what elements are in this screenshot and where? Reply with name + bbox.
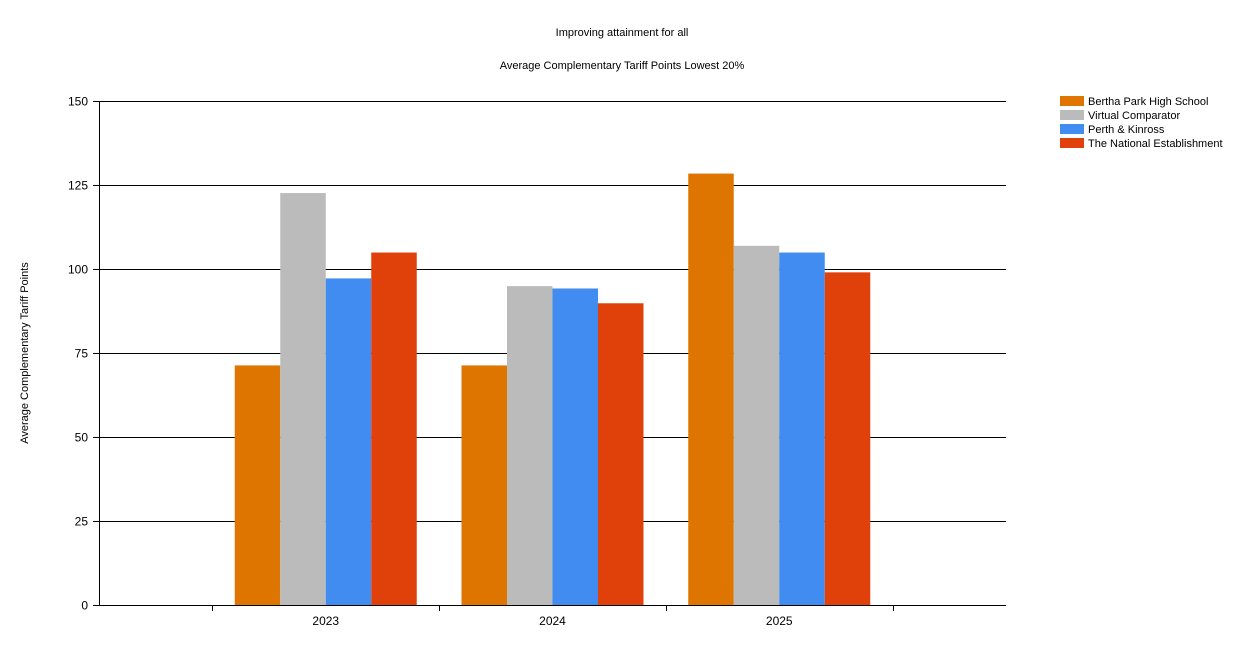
- legend-label: Virtual Comparator: [1088, 110, 1180, 122]
- chart-subtitle: Average Complementary Tariff Points Lowe…: [500, 60, 745, 72]
- chart-title: Improving attainment for all: [556, 27, 689, 39]
- bar: [325, 278, 372, 605]
- y-tick-label: 0: [81, 599, 88, 613]
- x-tick-label: 2024: [539, 614, 566, 628]
- y-tick-label: 125: [68, 179, 88, 193]
- bar: [507, 286, 553, 605]
- legend-swatch: [1060, 110, 1084, 120]
- y-tick-label: 25: [75, 515, 89, 529]
- y-tick-label: 50: [75, 431, 89, 445]
- legend-label: Bertha Park High School: [1088, 96, 1208, 108]
- bar: [688, 173, 734, 606]
- x-tick-label: 2025: [766, 614, 793, 628]
- legend-label: Perth & Kinross: [1088, 124, 1165, 136]
- y-tick-label: 75: [75, 347, 89, 361]
- bar: [598, 303, 644, 605]
- legend-swatch: [1060, 96, 1084, 106]
- legend: Bertha Park High School Virtual Comparato…: [1060, 96, 1223, 150]
- bars: [234, 173, 871, 606]
- bar: [552, 288, 598, 605]
- bar: [371, 252, 417, 605]
- legend-swatch: [1060, 138, 1084, 148]
- y-tick-label: 100: [68, 263, 88, 277]
- x-tick-label: 2023: [312, 614, 339, 628]
- bar: [234, 365, 281, 605]
- bar: [733, 245, 780, 606]
- y-tick-label: 150: [68, 95, 88, 109]
- bar: [824, 272, 871, 605]
- axes: 0 25 50 75 100 125 150 2023 2024 2025: [68, 95, 1006, 628]
- bar: [461, 365, 507, 605]
- legend-label: The National Establishment: [1088, 138, 1223, 150]
- bar: [280, 193, 326, 605]
- bar: [779, 252, 825, 605]
- y-axis-label: Average Complementary Tariff Points: [19, 262, 31, 444]
- legend-swatch: [1060, 124, 1084, 134]
